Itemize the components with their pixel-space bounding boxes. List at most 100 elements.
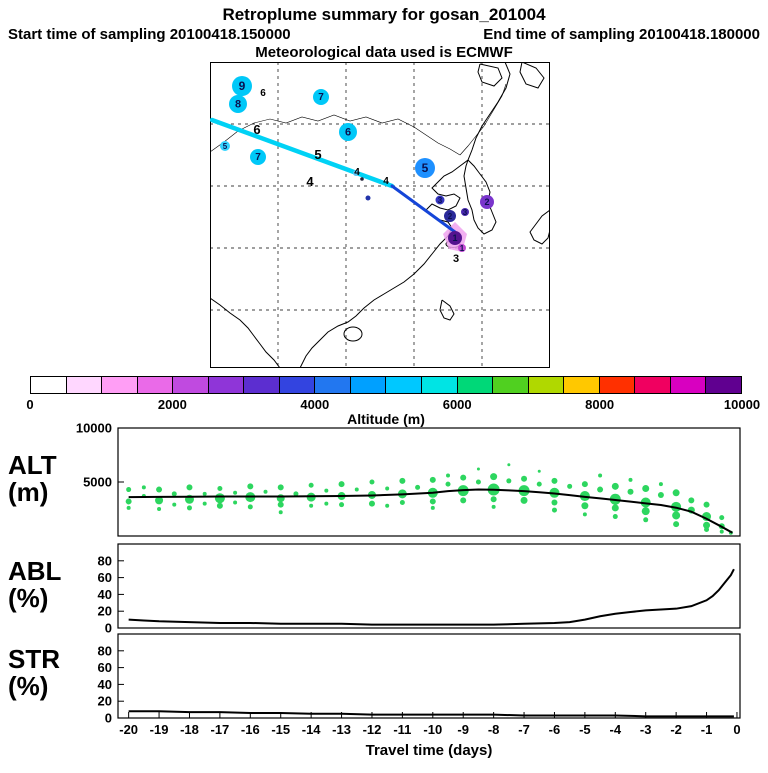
plume-day-number: 1	[460, 244, 465, 253]
plume-day-number: 7	[255, 152, 261, 163]
plume-day-number: 1	[452, 233, 457, 243]
plume-day-marker	[365, 195, 371, 201]
plume-day-marker	[353, 170, 359, 176]
alt-plume-dot	[611, 504, 619, 512]
time-series-panels: 5000 10000 0 20 40 60 80 0 20 40 60 80 -20 -19 -18 -17-…	[0, 420, 768, 768]
plume-day-number: 9	[239, 79, 246, 93]
alt-plume-dot	[537, 469, 541, 473]
alt-plume-dot	[642, 484, 650, 492]
abl-series-line	[128, 568, 735, 626]
alt-label-line1: ALT	[8, 450, 57, 480]
str-label-line1: STR	[8, 644, 60, 674]
xtick-label: -13	[332, 722, 351, 737]
alt-plume-dot	[233, 490, 238, 495]
alt-plume-dot	[688, 497, 695, 504]
plume-day-number: 3	[438, 196, 443, 205]
alt-plume-dot	[156, 486, 163, 493]
alt-plume-dot	[598, 473, 603, 478]
alt-plume-dot	[506, 478, 512, 484]
alt-plume-dot	[551, 507, 557, 513]
alt-plume-dot	[202, 501, 207, 506]
alt-plume-dot	[277, 484, 284, 491]
alt-plume-dot	[430, 505, 435, 510]
alt-plume-dot	[171, 491, 177, 497]
alt-plume-dot	[126, 505, 131, 510]
x-axis-title: Travel time (days)	[366, 742, 493, 759]
str-ytick-label: 0	[105, 711, 112, 726]
colorbar-tick-label: 6000	[442, 397, 472, 412]
plume-day-marker	[448, 231, 462, 245]
map-day-label: 4	[383, 176, 389, 187]
plume-day-number: 7	[318, 92, 324, 103]
abl-label-line2: (%)	[8, 583, 49, 613]
plume-day-number: 3	[463, 208, 468, 217]
alt-plume-dot	[521, 475, 528, 482]
alt-plume-dot	[157, 507, 162, 511]
alt-plume-dot	[399, 500, 405, 506]
str-ytick-label: 80	[98, 643, 112, 658]
colorbar-segment	[172, 377, 208, 393]
map-day-label: 4	[306, 174, 314, 189]
abl-axis-label: ABL (%)	[8, 558, 61, 612]
xtick-label: -9	[457, 722, 469, 737]
alt-plume-dot	[217, 485, 223, 491]
alt-plume-dot	[369, 479, 375, 485]
xtick-label: -20	[119, 722, 138, 737]
alt-plume-dot	[612, 514, 618, 520]
xtick-label: -10	[423, 722, 442, 737]
met-data-text: Meteorological data used is ECMWF	[255, 44, 513, 61]
alt-plume-dot	[324, 488, 329, 493]
plume-day-marker	[444, 210, 456, 222]
altitude-colorbar	[30, 376, 742, 394]
colorbar-label: Altitude (m)	[347, 411, 425, 427]
alt-plume-dot	[216, 502, 223, 509]
colorbar-segment	[456, 377, 493, 393]
colorbar-segment	[527, 377, 564, 393]
alt-plume-dot	[628, 477, 633, 482]
xtick-label: -18	[180, 722, 199, 737]
alt-plume-dot	[429, 498, 436, 505]
map-day-label: 4	[354, 167, 360, 178]
colorbar-tick-label: 8000	[585, 397, 615, 412]
alt-plume-dot	[233, 500, 238, 505]
abl-ytick-label: 20	[98, 604, 112, 619]
colorbar-segment	[669, 377, 706, 393]
alt-plume-dot	[719, 515, 725, 521]
alt-plume-dot	[551, 499, 558, 506]
alt-plume-dot	[597, 486, 604, 493]
xtick-label: -8	[488, 722, 500, 737]
alt-plume-dot	[308, 482, 314, 488]
xtick-label: -6	[549, 722, 561, 737]
alt-plume-dot	[141, 485, 146, 490]
colorbar-segment	[278, 377, 315, 393]
alt-plume-dot	[278, 510, 283, 515]
plume-day-marker	[232, 76, 252, 96]
plume-day-marker	[313, 89, 329, 105]
alt-plume-dot	[446, 473, 451, 478]
xtick-label: -7	[518, 722, 530, 737]
alt-ytick-label: 5000	[83, 475, 112, 490]
alt-plume-dot	[460, 474, 467, 481]
alt-plume-dot	[445, 481, 451, 487]
alt-plume-dot	[415, 484, 421, 490]
alt-plume-dot	[263, 489, 268, 494]
alt-plume-dot	[186, 505, 192, 511]
alt-plume-dot	[491, 504, 496, 509]
alt-plume-dot	[520, 496, 528, 504]
alt-plume-dot	[582, 512, 587, 517]
colorbar-segment	[65, 377, 102, 393]
alt-plume-dot	[476, 467, 480, 471]
alt-plume-dot	[719, 529, 724, 534]
alt-plume-dot	[126, 487, 132, 493]
alt-label-line2: (m)	[8, 477, 49, 507]
colorbar-segment	[31, 377, 66, 393]
plume-day-marker	[229, 95, 247, 113]
colorbar-segment	[598, 377, 635, 393]
abl-ytick-label: 80	[98, 553, 112, 568]
str-panel-box	[117, 633, 741, 719]
alt-plume-dot	[155, 496, 164, 505]
alt-plume-dot	[658, 482, 663, 487]
alt-plume-dot	[324, 501, 329, 506]
